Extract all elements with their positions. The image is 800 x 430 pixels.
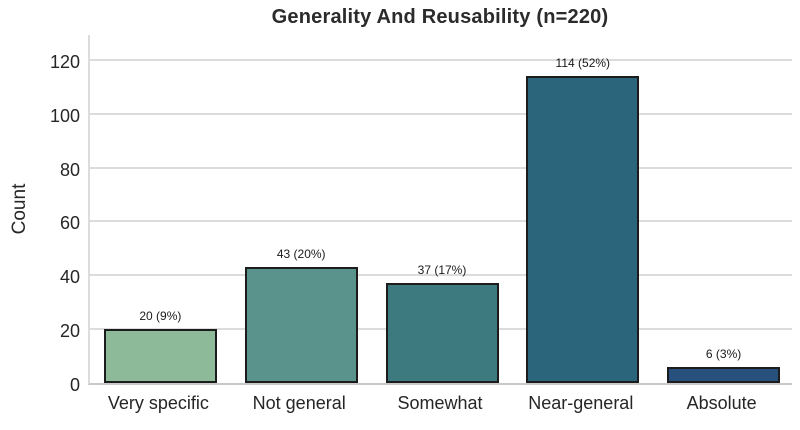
y-tick-label: 120 bbox=[49, 51, 80, 72]
bar-not-general bbox=[244, 267, 358, 383]
gridline-40 bbox=[90, 274, 792, 277]
x-category-label-very-specific: Very specific bbox=[107, 393, 209, 413]
bar-value-label: 43 (20%) bbox=[276, 247, 326, 262]
x-category-label-not-general: Not general bbox=[252, 393, 346, 413]
y-tick-label: 100 bbox=[49, 105, 80, 126]
gridline-120 bbox=[90, 58, 792, 61]
x-category-label-absolute: Absolute bbox=[686, 393, 757, 413]
bar-somewhat bbox=[385, 283, 499, 383]
chart-title: Generality And Reusability (n=220) bbox=[271, 6, 609, 28]
gridline-80 bbox=[90, 166, 792, 169]
bar-very-specific bbox=[103, 329, 217, 383]
plot-area: 20 (9%) 43 (20%) 37 (17%) 114 (52%) 6 (3%) bbox=[88, 35, 792, 385]
y-axis: 0 20 40 60 80 100 120 bbox=[0, 0, 80, 430]
y-tick-label: 80 bbox=[59, 159, 80, 180]
x-category-label-near-general: Near-general bbox=[528, 393, 634, 413]
gridline-100 bbox=[90, 112, 792, 115]
bar-value-label: 6 (3%) bbox=[705, 346, 742, 361]
bar-value-label: 20 (9%) bbox=[139, 309, 182, 324]
gridline-60 bbox=[90, 220, 792, 223]
y-tick-label: 0 bbox=[69, 375, 80, 395]
y-tick-label: 20 bbox=[59, 321, 80, 342]
y-tick-label: 40 bbox=[59, 267, 80, 288]
y-tick-label: 60 bbox=[59, 213, 80, 234]
bar-near-general bbox=[526, 76, 640, 383]
x-axis: Very specific Not general Somewhat Near-gen… bbox=[88, 393, 792, 419]
bar-value-label: 37 (17%) bbox=[417, 263, 467, 278]
bar-value-label: 114 (52%) bbox=[555, 56, 611, 71]
x-category-label-somewhat: Somewhat bbox=[397, 393, 483, 413]
bar-absolute bbox=[667, 366, 781, 383]
